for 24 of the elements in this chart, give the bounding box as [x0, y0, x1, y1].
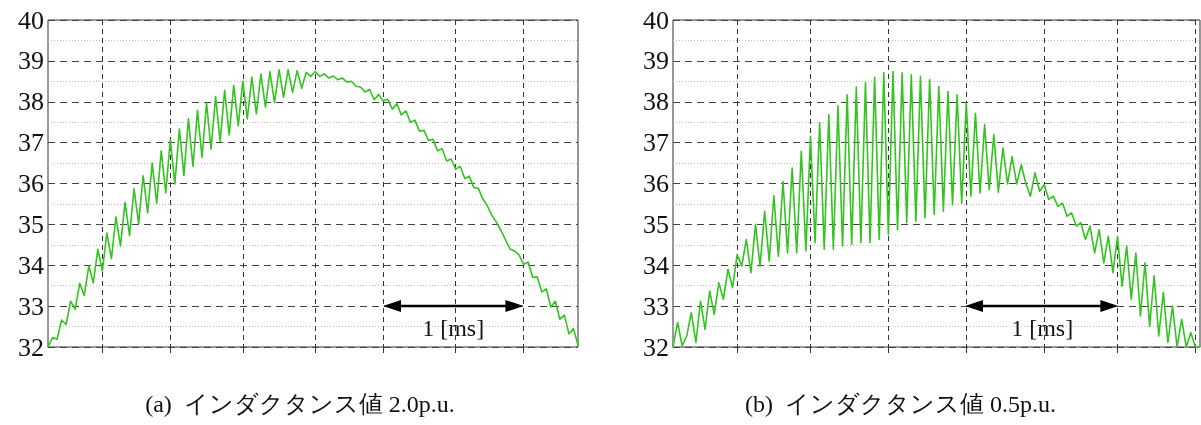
y-tick-label: 35: [643, 209, 669, 239]
y-tick-label: 39: [643, 46, 669, 76]
y-tick-label: 36: [18, 169, 44, 198]
y-tick-label: 35: [18, 209, 44, 239]
y-tick-label: 33: [643, 291, 669, 321]
y-tick-label: 37: [18, 128, 44, 158]
annotation: 1 [ms]: [1011, 315, 1074, 342]
y-tick-label: 36: [643, 169, 669, 198]
text: (b) インダクタンス値 0.5p.u.: [745, 391, 1056, 417]
y-tick-label: 40: [18, 5, 44, 35]
y-tick-label: 37: [643, 128, 669, 158]
text: (a) インダクタンス値 2.0p.u.: [145, 391, 455, 417]
y-tick-label: 32: [643, 332, 669, 362]
y-tick-label: 38: [643, 87, 669, 117]
annotation: 1 [ms]: [422, 315, 485, 342]
y-tick-label: 33: [18, 291, 44, 321]
y-tick-label: 34: [643, 250, 669, 280]
line-series: [672, 70, 1201, 348]
y-tick-label: 34: [18, 250, 44, 280]
y-tick-label: 39: [18, 46, 44, 76]
y-tick-label: 40: [643, 5, 669, 35]
y-tick-label: 32: [18, 332, 44, 362]
line-series: [47, 69, 579, 348]
y-tick-label: 38: [18, 87, 44, 117]
